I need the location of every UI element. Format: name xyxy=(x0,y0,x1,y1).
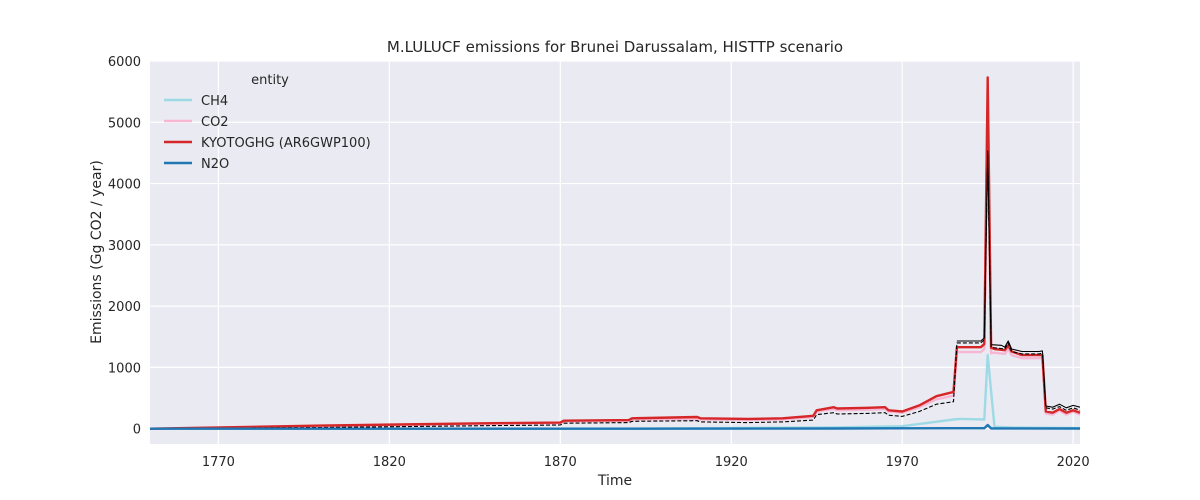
legend-label: CH4 xyxy=(201,94,228,109)
x-tick-label: 1920 xyxy=(715,455,748,470)
y-tick-label: 1000 xyxy=(108,361,141,376)
y-axis-label: Emissions (Gg CO2 / year) xyxy=(89,160,105,344)
y-tick-label: 6000 xyxy=(108,55,141,70)
y-tick-label: 3000 xyxy=(108,239,141,254)
series-line-n2o xyxy=(150,423,1081,430)
chart-title: M.LULUCF emissions for Brunei Darussalam… xyxy=(387,38,843,56)
x-tick-label: 1870 xyxy=(544,455,577,470)
y-tick-labels: 0 1000 2000 3000 4000 5000 6000 xyxy=(108,55,141,438)
x-tick-labels: 1770 1820 1870 1920 1970 2020 xyxy=(202,455,1090,470)
x-tick-label: 2020 xyxy=(1057,455,1090,470)
legend-label: CO2 xyxy=(201,115,229,130)
y-tick-label: 2000 xyxy=(108,300,141,315)
legend-title: entity xyxy=(251,73,289,88)
series-line-dashed-total xyxy=(149,154,1081,430)
plot-area xyxy=(150,61,1080,444)
legend-label: KYOTOGHG (AR6GWP100) xyxy=(201,136,371,151)
series-lines xyxy=(149,76,1081,430)
series-line-co2 xyxy=(149,84,1081,430)
x-tick-label: 1820 xyxy=(373,455,406,470)
x-tick-label: 1970 xyxy=(886,455,919,470)
y-tick-label: 0 xyxy=(133,423,141,438)
series-line-kyotoghg-ar6gwp100 xyxy=(149,76,1081,430)
x-tick-label: 1770 xyxy=(202,455,235,470)
legend-label: N2O xyxy=(201,157,229,172)
x-axis-label: Time xyxy=(597,473,632,489)
legend: entity CH4 CO2 KYOTOGHG (AR6GWP100) N2O xyxy=(164,73,371,172)
y-tick-label: 4000 xyxy=(108,178,141,193)
y-tick-label: 5000 xyxy=(108,116,141,131)
